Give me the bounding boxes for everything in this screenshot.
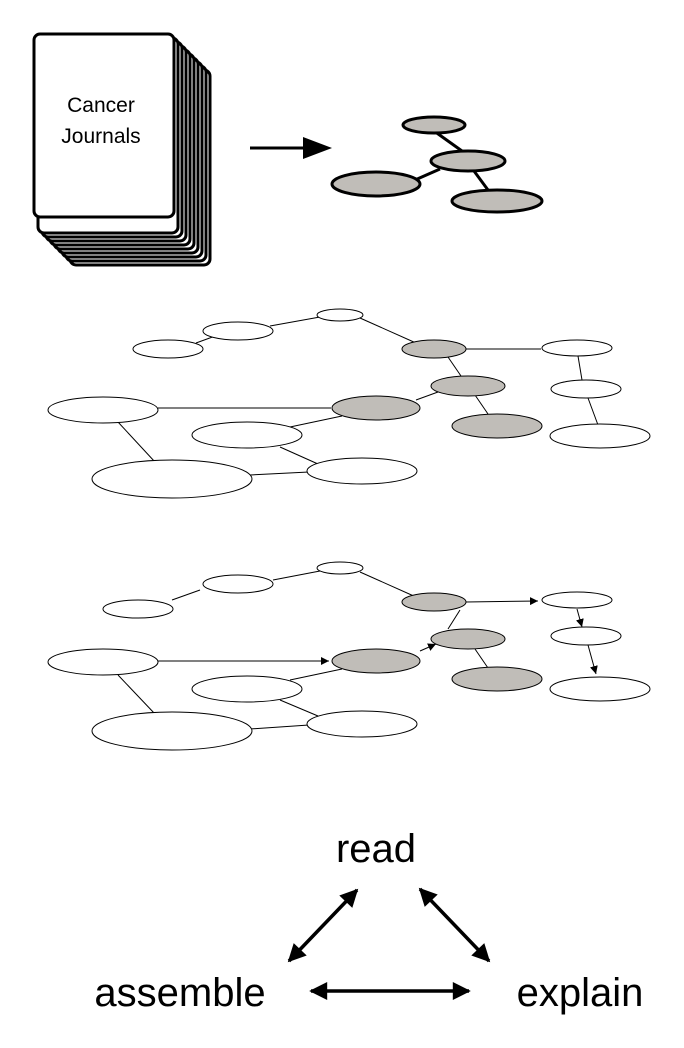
- network-node: [541, 591, 613, 609]
- fragment-node: [401, 115, 467, 135]
- network-node: [331, 648, 421, 674]
- network-node: [132, 339, 204, 359]
- network-node: [451, 666, 543, 692]
- network-node: [430, 628, 506, 650]
- network-node: [550, 379, 622, 399]
- network-node: [430, 375, 506, 397]
- network-node: [102, 599, 174, 619]
- journal-stack: Cancer Journals: [32, 32, 212, 267]
- network-node: [202, 574, 274, 594]
- network-node: [451, 413, 543, 439]
- network-node: [549, 676, 651, 702]
- cycle-label-read: read: [336, 827, 416, 871]
- network-explained: [47, 561, 651, 751]
- network-node: [306, 710, 418, 738]
- network-node: [306, 457, 418, 485]
- network-node: [316, 561, 364, 575]
- double-arrow-read-explain: [418, 887, 491, 963]
- network-node: [91, 711, 253, 751]
- extraction-arrow: [250, 137, 332, 159]
- fragment-node: [450, 188, 544, 214]
- network-node: [550, 626, 622, 646]
- network-node: [401, 592, 467, 612]
- network-node: [401, 339, 467, 359]
- extracted-fragment: [330, 115, 544, 214]
- journal-cover: [32, 32, 176, 219]
- network-node: [202, 321, 274, 341]
- cycle-label-assemble: assemble: [94, 971, 265, 1015]
- network-assembled: [47, 308, 651, 499]
- network-node: [316, 308, 364, 322]
- network-node: [191, 421, 303, 449]
- cycle-label-explain: explain: [517, 971, 644, 1015]
- network-node: [331, 395, 421, 421]
- fragment-node: [429, 149, 507, 173]
- journal-title-line2: Journals: [61, 125, 140, 148]
- network-node: [541, 339, 613, 357]
- journal-title-line1: Cancer: [67, 94, 135, 117]
- network-node: [47, 648, 159, 676]
- network-node: [47, 396, 159, 424]
- network-node: [191, 675, 303, 703]
- double-arrow-assemble-read: [287, 888, 359, 963]
- workflow-cycle: read assemble explain: [94, 827, 643, 1015]
- network-node: [549, 423, 651, 449]
- network-node: [91, 459, 253, 499]
- fragment-node: [330, 170, 422, 198]
